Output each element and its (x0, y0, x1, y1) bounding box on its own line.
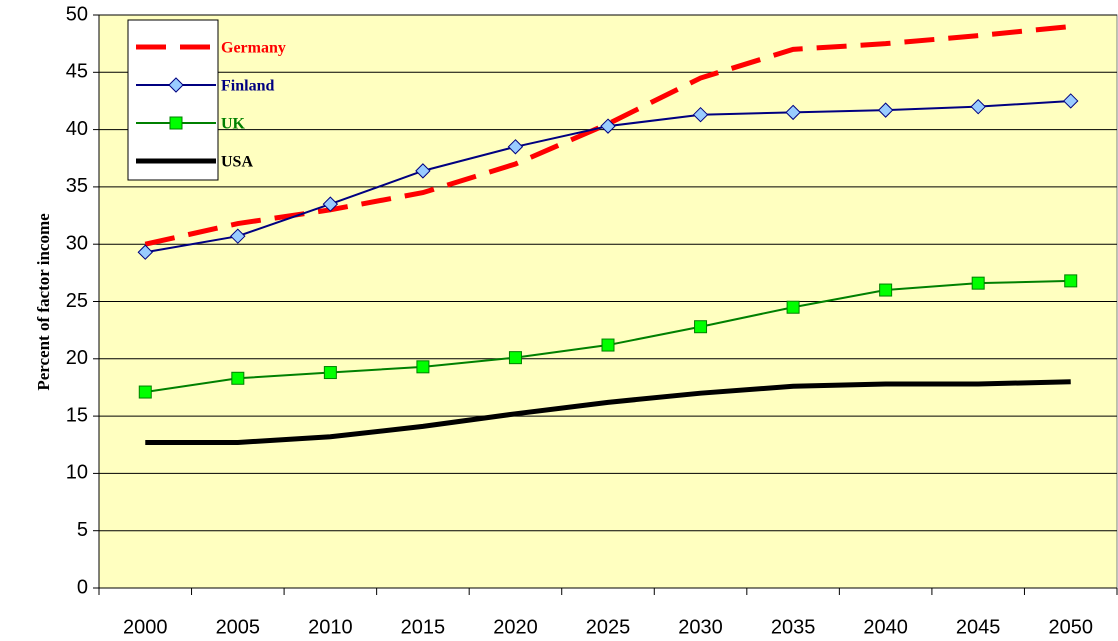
data-point (415, 163, 431, 179)
data-point (508, 351, 522, 365)
x-tick-label: 2040 (863, 616, 908, 638)
data-point (600, 118, 616, 134)
legend-marker (168, 77, 184, 93)
x-tick-label: 2000 (123, 616, 168, 638)
data-point (323, 366, 337, 380)
data-point (970, 98, 986, 115)
data-point (138, 385, 152, 399)
x-tick-label: 2005 (216, 616, 261, 638)
line-series (145, 379, 1071, 445)
x-tick-label: 2010 (308, 616, 353, 638)
y-tick-label: 25 (66, 290, 88, 312)
data-point (1063, 93, 1079, 109)
y-tick-label: 50 (66, 3, 88, 25)
x-tick-label: 2050 (1048, 616, 1093, 638)
x-tick-label: 2025 (586, 616, 631, 638)
y-axis-label: Percent of factor income (34, 213, 53, 391)
x-tick-label: 2020 (493, 616, 538, 638)
data-point (416, 360, 430, 374)
data-point (879, 283, 893, 297)
data-point (877, 102, 894, 118)
y-tick-label: 30 (66, 232, 88, 254)
data-point (322, 196, 339, 212)
data-point (971, 276, 985, 290)
data-point (694, 320, 708, 334)
y-tick-label: 20 (66, 347, 88, 369)
y-tick-label: 10 (66, 462, 88, 484)
data-point (786, 300, 800, 314)
y-tick-label: 40 (66, 118, 88, 140)
data-point (1064, 274, 1078, 288)
legend-label: UK (221, 116, 246, 133)
x-tick-label: 2015 (401, 616, 446, 638)
data-point (601, 338, 615, 352)
y-tick-label: 35 (66, 175, 88, 197)
legend-label: Finland (221, 78, 274, 95)
data-point (507, 139, 524, 155)
x-tick-label: 2035 (771, 616, 816, 638)
y-tick-label: 15 (66, 404, 88, 426)
y-tick-label: 5 (77, 519, 88, 541)
y-tick-label: 45 (66, 61, 88, 83)
data-point (230, 228, 246, 244)
legend-label: USA (221, 154, 253, 171)
legend-label: Germany (221, 40, 286, 57)
x-tick-label: 2030 (678, 616, 723, 638)
x-tick-label: 2045 (956, 616, 1001, 638)
legend-box (127, 19, 219, 181)
y-tick-label: 0 (77, 576, 88, 598)
data-point (137, 244, 153, 260)
data-point (231, 371, 245, 385)
legend-marker (169, 116, 183, 130)
data-point (692, 106, 709, 123)
data-point (785, 104, 801, 121)
